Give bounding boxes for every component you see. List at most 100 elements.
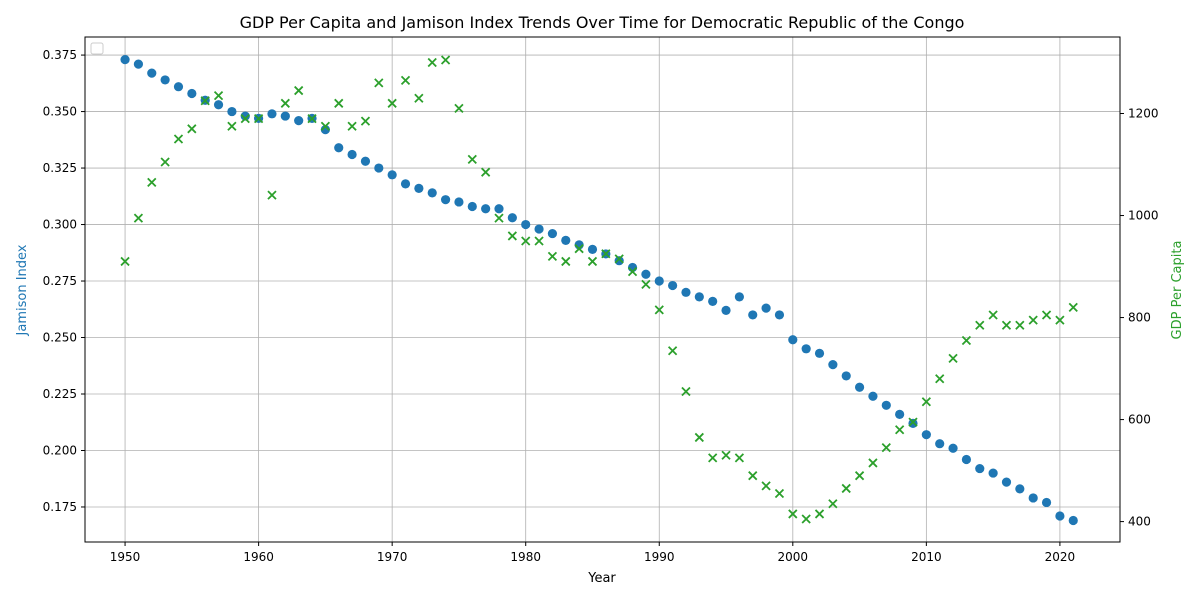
- gdp-point: [521, 236, 531, 246]
- gdp-point: [1028, 315, 1038, 325]
- gdp-point: [400, 75, 411, 85]
- jamison-point: [921, 430, 931, 440]
- jamison-point: [1015, 484, 1025, 494]
- gdp-point: [601, 249, 611, 259]
- gdp-point: [173, 134, 184, 144]
- gdp-point: [213, 91, 224, 101]
- gdp-point: [227, 121, 237, 131]
- x-tick-label: 1970: [377, 550, 408, 564]
- jamison-point: [534, 224, 544, 234]
- gdp-point: [921, 397, 931, 407]
- x-tick-label: 2020: [1045, 550, 1076, 564]
- jamison-point: [881, 400, 891, 410]
- jamison-point: [614, 256, 624, 266]
- gdp-point: [1015, 320, 1025, 330]
- y-tick-label-left: 0.325: [43, 161, 77, 175]
- jamison-point: [334, 143, 344, 153]
- gdp-point: [721, 450, 731, 460]
- jamison-point: [561, 235, 571, 245]
- gdp-point: [948, 353, 958, 364]
- y-tick-label-right: 400: [1128, 515, 1151, 529]
- jamison-point: [788, 335, 798, 345]
- gdp-point: [975, 320, 985, 330]
- jamison-point: [227, 106, 237, 117]
- jamison-point: [1001, 477, 1012, 487]
- jamison-point: [547, 228, 558, 239]
- gdp-point: [1068, 302, 1078, 312]
- y-tick-label-left: 0.200: [43, 443, 77, 457]
- jamison-point: [761, 303, 771, 313]
- gdp-point: [200, 96, 210, 106]
- gdp-point: [788, 509, 798, 519]
- jamison-point: [641, 269, 651, 279]
- legend-box: [90, 42, 104, 55]
- jamison-point: [521, 219, 531, 230]
- jamison-point: [374, 163, 384, 173]
- y-axis-title-right: GDP Per Capita: [1170, 241, 1185, 340]
- gdp-point: [294, 85, 304, 96]
- jamison-point: [147, 68, 157, 78]
- gdp-point: [481, 167, 491, 177]
- gdp-point: [334, 98, 344, 108]
- jamison-point: [841, 371, 851, 381]
- jamison-point: [654, 276, 664, 286]
- gdp-point: [641, 279, 651, 290]
- jamison-point: [975, 463, 985, 474]
- jamison-point: [454, 197, 464, 207]
- x-tick-label: 1990: [644, 550, 675, 564]
- jamison-point: [1068, 515, 1078, 526]
- gdp-point: [547, 251, 558, 261]
- jamison-point: [414, 183, 424, 193]
- jamison-point: [267, 109, 277, 119]
- gdp-point: [507, 231, 517, 241]
- gdp-point: [748, 471, 758, 481]
- jamison-point: [801, 344, 811, 354]
- jamison-point: [748, 310, 758, 320]
- jamison-point: [507, 213, 517, 223]
- gdp-point: [427, 57, 437, 68]
- gdp-point: [587, 256, 598, 267]
- gdp-point: [961, 335, 972, 346]
- jamison-point: [961, 454, 972, 465]
- jamison-point: [948, 443, 958, 453]
- gdp-point: [347, 121, 357, 131]
- jamison-point: [694, 292, 704, 302]
- gdp-point: [120, 256, 130, 267]
- gdp-point: [708, 453, 718, 463]
- gdp-point: [627, 267, 638, 277]
- x-tick-label: 2000: [778, 550, 809, 564]
- gdp-point: [935, 374, 945, 384]
- jamison-point: [387, 170, 397, 180]
- gdp-point: [895, 425, 905, 435]
- jamison-point: [494, 204, 504, 214]
- jamison-point: [681, 287, 691, 297]
- y-tick-label-right: 600: [1128, 413, 1151, 427]
- y-tick-label-left: 0.225: [43, 387, 77, 401]
- jamison-point: [173, 82, 184, 92]
- gdp-point: [534, 236, 544, 246]
- gdp-point: [280, 98, 290, 108]
- y-tick-label-left: 0.300: [43, 218, 77, 232]
- jamison-point: [294, 116, 304, 126]
- jamison-point: [935, 439, 945, 449]
- gdp-point: [133, 213, 144, 223]
- jamison-point: [721, 305, 731, 316]
- gdp-point: [253, 113, 264, 124]
- gdp-point: [841, 483, 851, 494]
- gdp-point: [881, 442, 891, 453]
- jamison-point: [360, 156, 371, 166]
- series-gdp-per-capita: [120, 55, 1078, 524]
- jamison-point: [213, 100, 224, 110]
- jamison-point: [774, 310, 785, 320]
- jamison-point: [160, 75, 170, 85]
- jamison-point: [400, 179, 411, 189]
- y-tick-label-left: 0.175: [43, 500, 77, 514]
- jamison-point: [868, 391, 878, 401]
- gdp-point: [828, 499, 838, 509]
- gdp-point: [854, 471, 865, 481]
- gdp-point: [761, 481, 771, 491]
- gdp-point: [1055, 315, 1065, 325]
- jamison-point: [347, 149, 357, 160]
- jamison-point: [587, 244, 598, 254]
- gdp-point: [908, 417, 918, 427]
